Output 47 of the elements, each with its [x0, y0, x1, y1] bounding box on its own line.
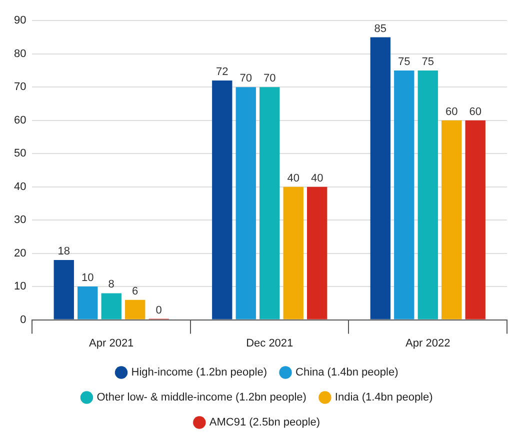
y-tick-label: 0: [20, 314, 26, 326]
y-tick-label: 10: [14, 280, 26, 293]
y-tick-label: 40: [14, 180, 26, 193]
x-tick-label: Apr 2022: [406, 337, 450, 350]
bar: [101, 293, 122, 320]
y-tick-label: 30: [14, 214, 26, 226]
bar: [125, 300, 146, 320]
bar: [78, 286, 98, 320]
data-label: 60: [469, 106, 482, 118]
data-label: 10: [82, 272, 94, 284]
legend-label: India (1.4bn people): [334, 392, 433, 404]
x-tick-label: Apr 2021: [89, 337, 134, 350]
bar: [465, 120, 486, 320]
bar: [212, 80, 232, 320]
bar: [283, 186, 304, 320]
bar: [394, 70, 414, 320]
legend-label: Other low- & middle-income (1.2bn people): [96, 392, 306, 404]
x-tick-label: Dec 2021: [246, 337, 294, 350]
legend-label: High-income (1.2bn people): [131, 366, 268, 379]
data-label: 18: [58, 245, 70, 258]
legend-label: AMC91 (2.5bn people): [209, 416, 320, 429]
data-label: 6: [132, 285, 138, 298]
data-label: 85: [374, 22, 387, 35]
y-tick-label: 60: [14, 114, 26, 126]
bar: [54, 260, 74, 320]
bar: [442, 120, 462, 320]
legend-label: China (1.4bn people): [296, 366, 398, 379]
bar: [370, 37, 390, 320]
data-label: 40: [287, 172, 300, 184]
data-label: 70: [240, 72, 252, 85]
y-tick-label: 80: [14, 48, 26, 60]
data-label: 40: [310, 172, 324, 184]
bar: [260, 87, 280, 320]
data-label: 75: [398, 56, 410, 68]
data-label: 72: [216, 66, 228, 78]
bar: [307, 186, 328, 320]
data-label: 8: [108, 278, 114, 291]
bar: [418, 70, 438, 320]
data-label: 70: [263, 72, 276, 85]
y-tick-label: 90: [14, 14, 26, 27]
data-label: 60: [445, 106, 458, 118]
data-label: 75: [422, 56, 434, 68]
data-label: 0: [156, 304, 162, 316]
bar: [236, 87, 256, 320]
y-tick-label: 70: [14, 81, 26, 94]
y-tick-label: 50: [14, 148, 26, 160]
y-tick-label: 20: [14, 247, 26, 260]
